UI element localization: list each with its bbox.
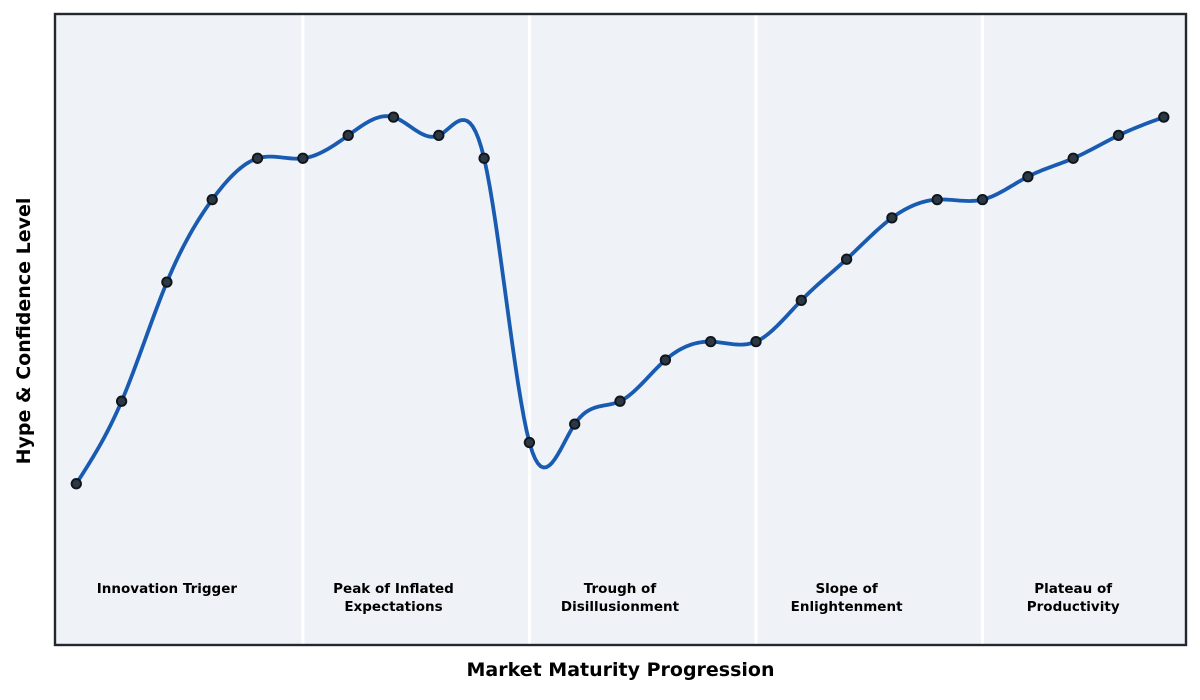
y-axis-title: Hype & Confidence Level xyxy=(13,197,35,465)
data-point-marker xyxy=(251,152,264,164)
phase-label-innovation-trigger: Innovation Trigger xyxy=(97,581,238,597)
data-point-marker xyxy=(886,212,898,224)
plot-background xyxy=(55,14,1186,645)
data-point-marker xyxy=(161,276,173,288)
data-point-marker xyxy=(1067,152,1079,164)
plot-border xyxy=(53,12,1188,647)
phase-label-trough-of-disillusionment: Trough of Disillusionment xyxy=(561,581,680,615)
data-point-marker xyxy=(206,193,218,206)
data-point-marker xyxy=(705,335,717,348)
data-point-marker xyxy=(433,129,445,142)
data-point-marker xyxy=(840,253,853,265)
data-point-marker xyxy=(569,418,581,430)
phase-separator-line xyxy=(527,14,531,645)
data-point-marker xyxy=(70,478,82,490)
data-point-marker xyxy=(1158,111,1170,123)
phase-label-plateau-of-productivity: Plateau of Productivity xyxy=(1027,581,1120,615)
data-point-marker xyxy=(659,354,672,366)
phase-label-slope-of-enlightenment: Slope of Enlightenment xyxy=(791,581,903,615)
phase-separator-line xyxy=(301,14,305,645)
data-point-marker xyxy=(297,152,309,164)
data-point-marker xyxy=(931,193,943,206)
data-point-marker xyxy=(795,294,807,307)
phase-separator-line xyxy=(754,14,758,645)
data-point-marker xyxy=(976,193,989,206)
data-point-marker xyxy=(387,111,400,123)
data-point-marker xyxy=(750,335,762,348)
phase-separator-line xyxy=(981,14,984,645)
data-point-marker xyxy=(478,152,490,164)
phase-label-peak-of-inflated-expectations: Peak of Inflated Expectations xyxy=(333,581,454,615)
data-point-marker xyxy=(342,129,354,142)
data-point-marker xyxy=(115,395,128,407)
data-point-marker xyxy=(1022,171,1034,183)
x-axis-title: Market Maturity Progression xyxy=(466,659,775,681)
data-point-marker xyxy=(1112,129,1125,142)
data-point-marker xyxy=(614,395,626,407)
data-point-marker xyxy=(523,436,536,449)
